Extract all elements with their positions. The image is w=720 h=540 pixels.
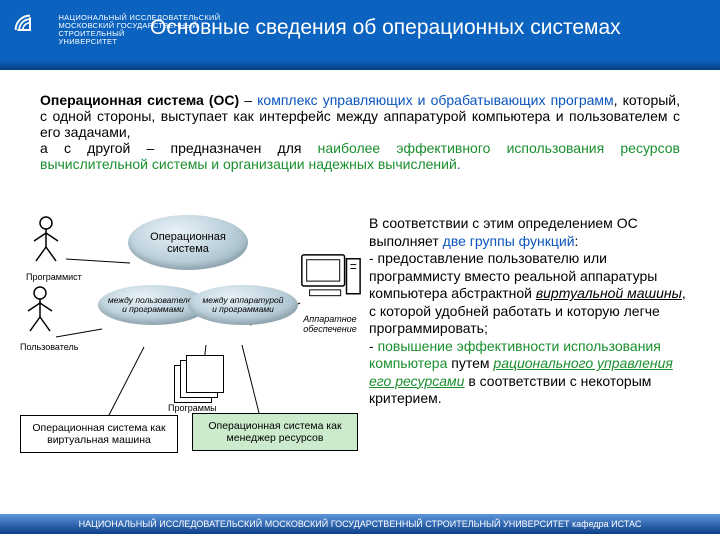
box-resource-manager: Операционная система как менеджер ресурс… bbox=[192, 413, 358, 451]
computer-icon: Аппаратное обеспечение bbox=[296, 251, 364, 334]
two-groups-blue: две группы функций bbox=[443, 233, 575, 249]
definition-paragraph-1: Операционная система (ОС) – комплекс упр… bbox=[40, 92, 680, 140]
ellipse-hardware-programs: между аппаратурой и программами bbox=[188, 285, 298, 325]
definition-paragraph-2: а с другой – предназначен для наиболее э… bbox=[40, 140, 680, 172]
os-term-bold: Операционная система (ОС) bbox=[40, 92, 239, 108]
stick-programmer: Программист bbox=[26, 215, 66, 282]
stick-user: Пользователь bbox=[20, 285, 60, 352]
definition-block: Операционная система (ОС) – комплекс упр… bbox=[40, 92, 680, 172]
os-diagram: Операционная система между пользователем… bbox=[18, 215, 363, 504]
programs-label: Программы bbox=[168, 403, 217, 413]
programs-stack-icon bbox=[174, 355, 224, 401]
computer-label: Аппаратное обеспечение bbox=[296, 314, 364, 334]
lower-row: Операционная система между пользователем… bbox=[18, 215, 696, 504]
virtual-machine-term: виртуальной машины bbox=[536, 285, 682, 301]
os-def-blue: комплекс управляющих и обрабатывающих пр… bbox=[257, 92, 614, 108]
box-virtual-machine: Операционная система как виртуальная маш… bbox=[20, 415, 178, 453]
functions-text: В соответствии с этим определением ОС вы… bbox=[363, 215, 696, 504]
footer-bar: НАЦИОНАЛЬНЫЙ ИССЛЕДОВАТЕЛЬСКИЙ МОСКОВСКИ… bbox=[0, 514, 720, 534]
slide-title: Основные сведения об операционных систем… bbox=[150, 16, 621, 40]
logo-arc-icon bbox=[12, 12, 48, 48]
ellipse-os: Операционная система bbox=[128, 215, 248, 270]
stick-programmer-label: Программист bbox=[26, 272, 66, 282]
header-bar: НАЦИОНАЛЬНЫЙ ИССЛЕДОВАТЕЛЬСКИЙ МОСКОВСКИ… bbox=[0, 0, 720, 70]
stick-user-label: Пользователь bbox=[20, 342, 60, 352]
